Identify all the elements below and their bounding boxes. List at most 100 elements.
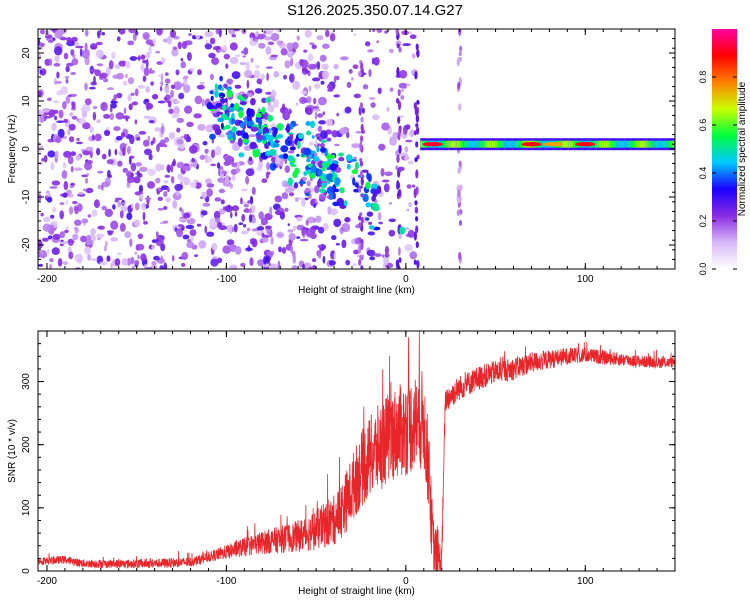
spectrogram-cell (49, 258, 54, 263)
spectrogram-cell (155, 231, 159, 238)
spectrogram-cell (130, 172, 134, 178)
spectrogram-cell (204, 148, 209, 154)
spectrogram-cell (376, 185, 382, 194)
spectrogram-cell (237, 95, 244, 100)
snr-xtick-label: -100 (216, 576, 236, 587)
spectrogram-cell (99, 72, 108, 79)
spectrogram-cell (382, 254, 385, 258)
spectrogram-cell (81, 174, 89, 178)
spectrogram-cell (107, 231, 113, 236)
spectrogram-cell (283, 74, 287, 80)
snr-ytick-label: 100 (21, 499, 32, 516)
spectrogram-cell (332, 201, 340, 207)
spectrogram-cell (270, 54, 279, 58)
spectrogram-cell (285, 124, 291, 133)
spectrogram-cell (333, 63, 339, 70)
spectrogram-ytick-label: -10 (21, 189, 32, 204)
spectrogram-cell (206, 156, 213, 163)
spectrogram-cell (160, 243, 166, 252)
spectrogram-cell (49, 58, 53, 66)
spectrogram-cell (127, 174, 132, 184)
spectrogram-cell (359, 255, 363, 261)
spectrogram-cell (331, 130, 339, 138)
tone-band-inner (506, 140, 509, 148)
chart-title: S126.2025.350.07.14.G27 (287, 2, 463, 19)
tone-band-inner (443, 140, 447, 148)
spectrogram-cell (411, 53, 416, 59)
spectrogram-cell (91, 134, 95, 141)
spectrogram-cell (317, 244, 323, 249)
tone-band-inner (650, 140, 653, 148)
spectrogram-cell (104, 240, 108, 247)
spectrogram-cell (132, 33, 137, 41)
tone-band-inner (467, 140, 470, 148)
spectrogram-cell (114, 64, 121, 69)
spectrogram-cell (54, 55, 60, 63)
spectrogram-cell (51, 180, 61, 186)
spectrogram-cell (416, 49, 420, 57)
spectrogram-cell (229, 106, 235, 113)
spectrogram-cell (216, 257, 223, 264)
spectrogram-cell (234, 168, 241, 172)
spectrogram-cell (304, 187, 310, 193)
spectrogram-cell (178, 92, 185, 100)
spectrogram-cell (246, 79, 250, 89)
spectrogram-cell (274, 195, 283, 203)
spectrogram-cell (231, 118, 236, 125)
spectrogram-cell (181, 41, 188, 49)
spectrogram-cell (274, 127, 278, 135)
spectrogram-cell (270, 33, 280, 42)
spectrogram-cell (414, 200, 418, 206)
spectrogram-peak (399, 226, 406, 235)
spectrogram-cell (136, 243, 145, 251)
spectrogram-cell (38, 263, 43, 267)
spectrogram-cell (253, 150, 258, 158)
tone-band-inner (495, 140, 498, 148)
spectrogram-cell (238, 222, 244, 225)
spectrogram-cell (287, 43, 294, 51)
spectrogram-cell (154, 127, 162, 132)
spectrogram-cell (256, 226, 265, 231)
tone-band-inner (540, 140, 543, 148)
spectrogram-cell (70, 182, 75, 186)
spectrogram-cell (199, 81, 205, 85)
spectrogram-cell (128, 103, 133, 111)
spectrogram-cell (287, 223, 290, 227)
spectrogram-cell (135, 31, 139, 36)
spectrogram-cell (85, 234, 92, 242)
spectrogram-cell (74, 167, 83, 171)
spectrogram-cell (226, 78, 234, 85)
spectrogram-cell (192, 34, 196, 39)
spectrogram-cell (269, 263, 278, 269)
tone-band-inner (499, 140, 503, 148)
spectrogram-cell (160, 125, 165, 135)
spectrogram-cell (354, 161, 360, 170)
spectrogram-cell (142, 139, 150, 147)
spectrogram-cell (290, 245, 294, 254)
spectrogram-cell (343, 200, 348, 207)
spectrogram-cell (230, 211, 233, 219)
spectrogram-cell (359, 141, 363, 152)
tone-band-inner (474, 140, 477, 148)
spectrogram-cell (155, 163, 163, 172)
tone-band-inner (598, 140, 602, 148)
spectrogram-cell (163, 191, 168, 198)
spectrogram-cell (197, 123, 206, 131)
spectrogram-cell (315, 215, 322, 223)
tone-band-inner (639, 140, 642, 148)
spectrogram-cell (358, 215, 362, 221)
spectrogram-xtick-label: -200 (37, 274, 57, 285)
spectrogram-cell (134, 260, 140, 265)
spectrogram-cell (246, 120, 255, 127)
spectrogram-cell (377, 87, 382, 95)
tone-peak (543, 142, 563, 147)
spectrogram-cell (96, 147, 101, 156)
spectrogram-cell (210, 95, 214, 102)
spectrogram-cell (148, 153, 153, 161)
spectrogram-cell (90, 68, 97, 73)
spectrogram-cell (166, 164, 171, 173)
spectrogram-cell (115, 112, 125, 120)
tone-band-inner (491, 140, 494, 148)
spectrogram-cell (236, 130, 243, 136)
spectrogram-cell (164, 78, 171, 84)
